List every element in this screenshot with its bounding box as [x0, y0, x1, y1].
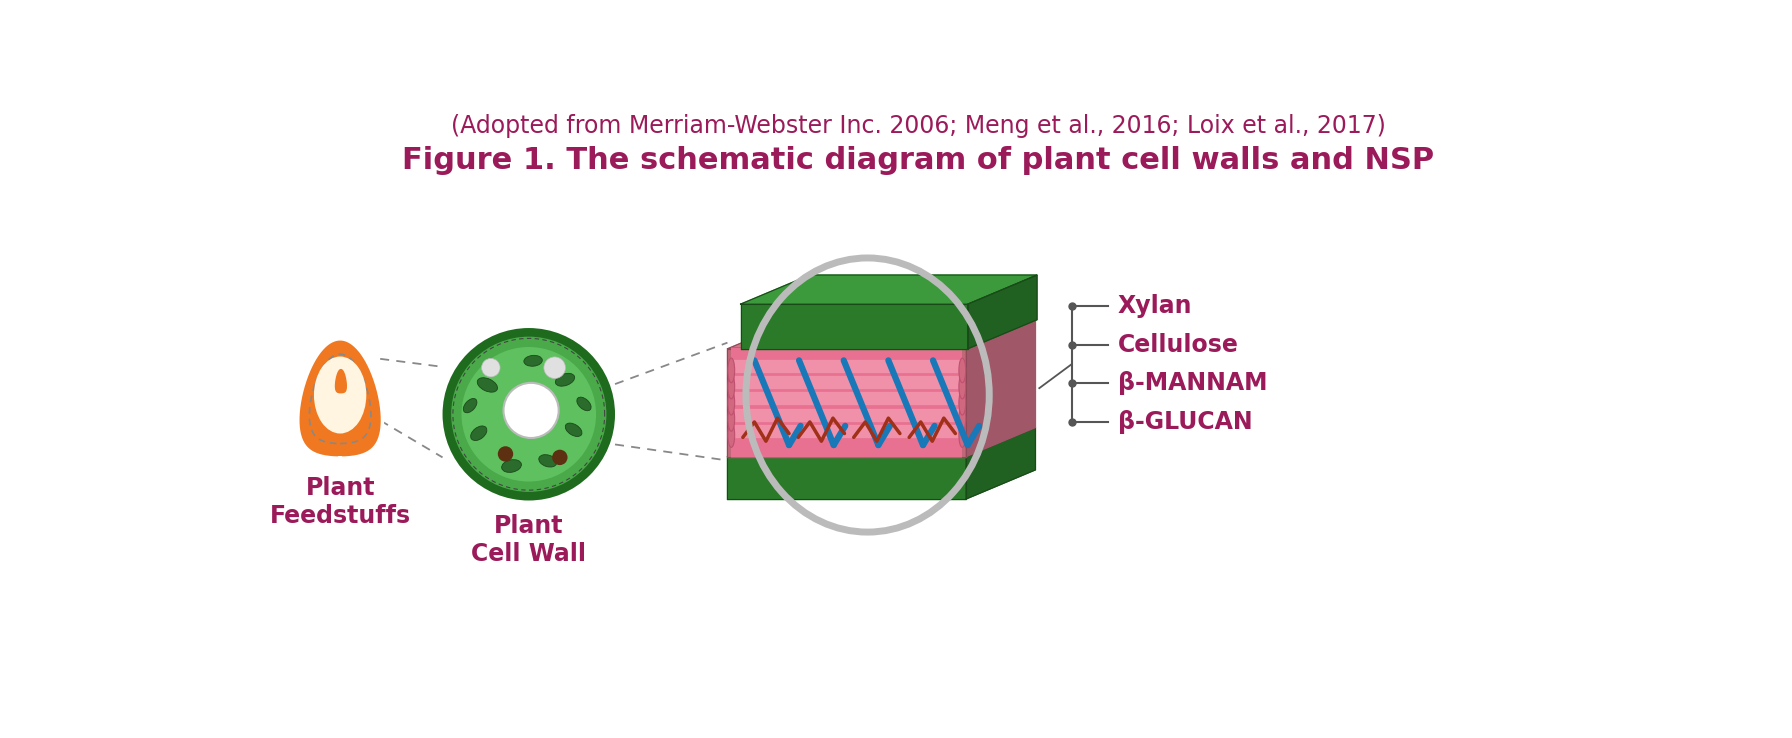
Text: Xylan: Xylan — [1118, 294, 1192, 319]
Text: Cellulose: Cellulose — [1118, 333, 1238, 357]
Polygon shape — [728, 457, 966, 499]
Ellipse shape — [523, 356, 543, 366]
Polygon shape — [335, 370, 346, 393]
Circle shape — [498, 446, 513, 462]
Ellipse shape — [959, 358, 966, 383]
Ellipse shape — [959, 407, 966, 431]
Text: β-GLUCAN: β-GLUCAN — [1118, 410, 1253, 434]
Ellipse shape — [314, 356, 366, 433]
Ellipse shape — [464, 399, 477, 413]
Polygon shape — [740, 304, 968, 349]
Circle shape — [545, 357, 566, 379]
Ellipse shape — [959, 423, 966, 447]
Polygon shape — [966, 427, 1036, 499]
Polygon shape — [728, 427, 1036, 457]
Circle shape — [504, 383, 559, 438]
Ellipse shape — [728, 407, 735, 431]
Polygon shape — [968, 275, 1038, 349]
Ellipse shape — [728, 390, 735, 415]
Circle shape — [452, 337, 606, 492]
Ellipse shape — [564, 423, 582, 436]
Text: (Adopted from Merriam-Webster Inc. 2006; Meng et al., 2016; Loix et al., 2017): (Adopted from Merriam-Webster Inc. 2006;… — [452, 114, 1385, 137]
Text: Plant
Cell Wall: Plant Cell Wall — [471, 514, 586, 566]
Ellipse shape — [959, 390, 966, 415]
Text: β-MANNAM: β-MANNAM — [1118, 371, 1267, 396]
Text: Figure 1. The schematic diagram of plant cell walls and NSP: Figure 1. The schematic diagram of plant… — [403, 145, 1434, 175]
Polygon shape — [297, 339, 382, 458]
Ellipse shape — [728, 374, 735, 399]
Ellipse shape — [728, 358, 735, 383]
Ellipse shape — [556, 373, 575, 386]
Circle shape — [443, 328, 615, 500]
Polygon shape — [740, 275, 1038, 304]
Ellipse shape — [502, 460, 521, 472]
Ellipse shape — [577, 397, 591, 411]
Ellipse shape — [959, 374, 966, 399]
Ellipse shape — [539, 455, 557, 467]
Ellipse shape — [728, 423, 735, 447]
Polygon shape — [728, 349, 966, 457]
Circle shape — [482, 359, 500, 377]
Polygon shape — [728, 320, 1036, 349]
Polygon shape — [966, 320, 1036, 457]
Circle shape — [552, 449, 568, 465]
Circle shape — [462, 347, 597, 481]
Ellipse shape — [471, 426, 487, 441]
Ellipse shape — [477, 378, 498, 392]
Text: Plant
Feedstuffs: Plant Feedstuffs — [269, 476, 410, 528]
